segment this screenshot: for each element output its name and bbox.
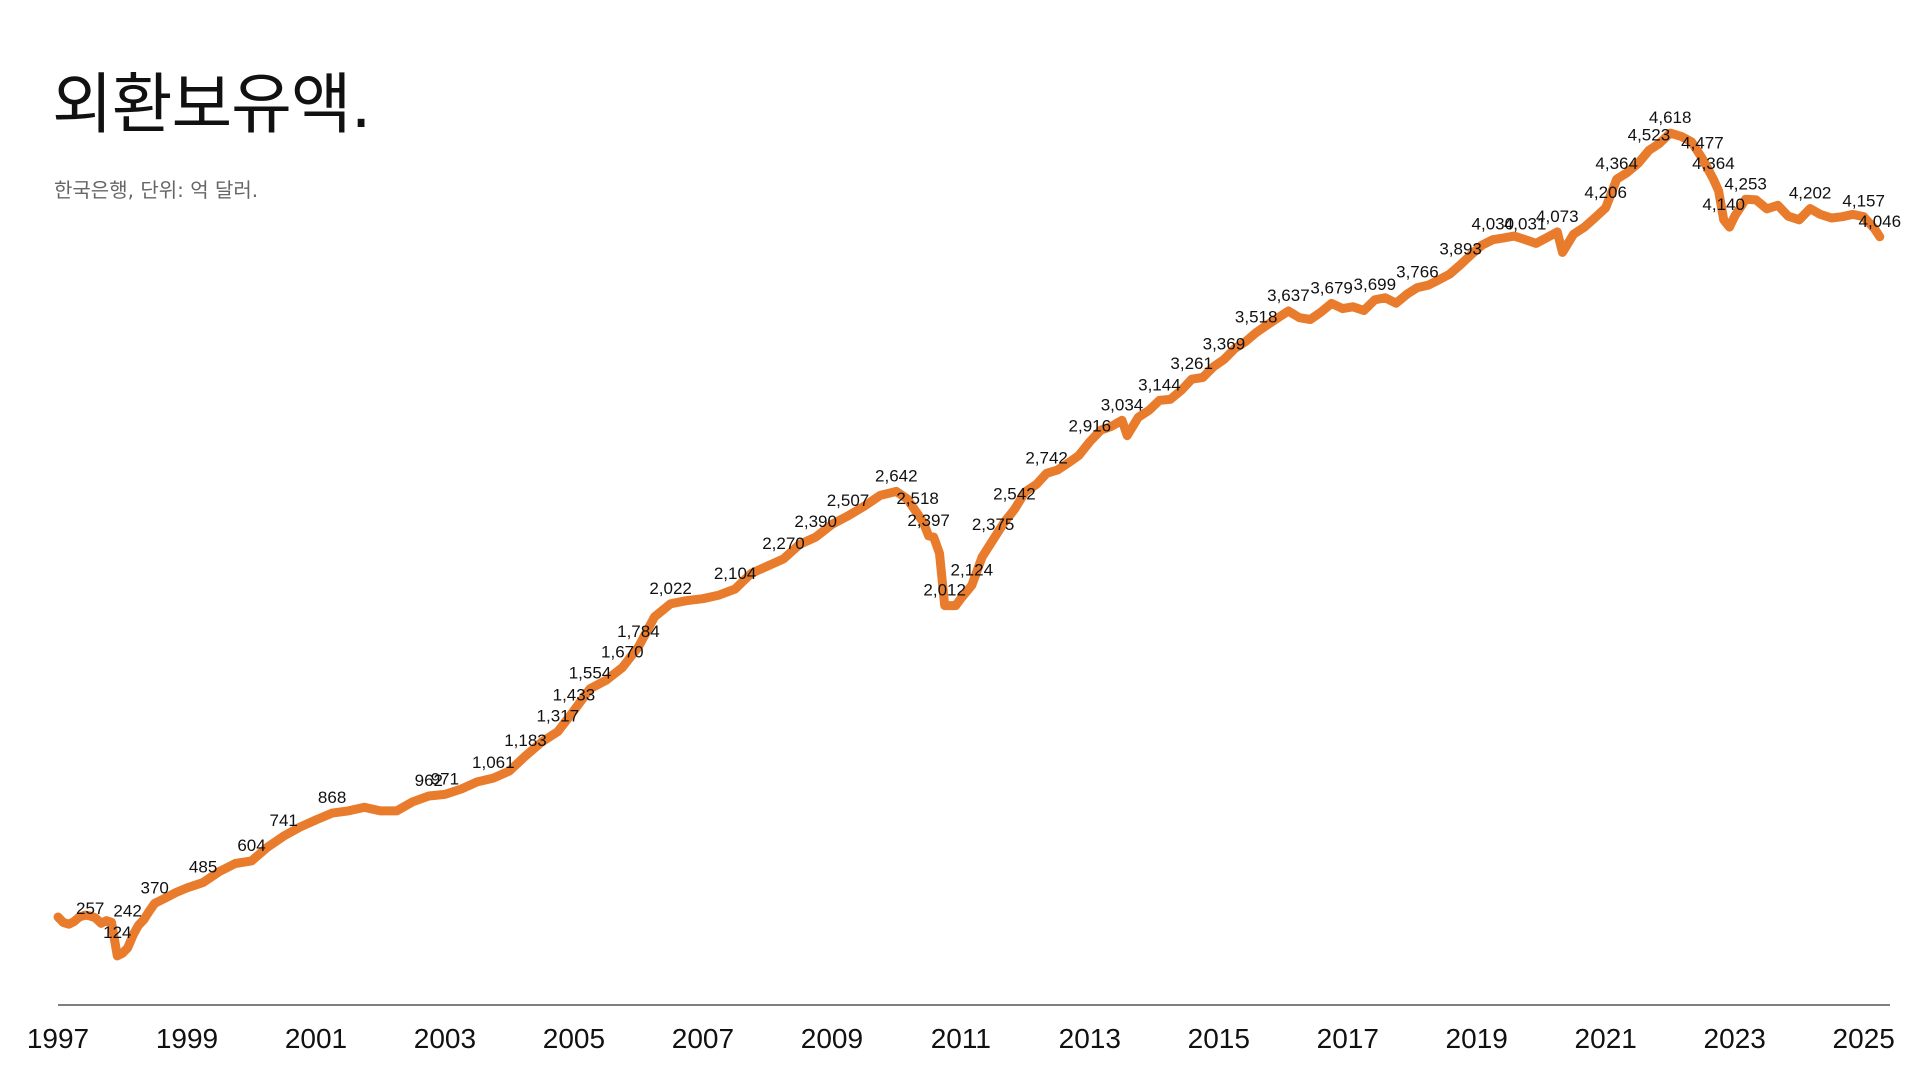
data-label: 4,073 bbox=[1536, 207, 1579, 226]
data-label: 3,518 bbox=[1235, 308, 1278, 327]
data-label: 1,670 bbox=[601, 643, 644, 662]
data-label: 2,397 bbox=[907, 511, 950, 530]
x-tick-label: 2015 bbox=[1188, 1023, 1250, 1054]
x-tick-label: 2011 bbox=[931, 1023, 991, 1054]
data-label: 2,742 bbox=[1025, 448, 1068, 467]
data-label: 2,507 bbox=[827, 491, 870, 510]
data-label: 2,012 bbox=[923, 581, 966, 600]
x-tick-label: 2017 bbox=[1317, 1023, 1379, 1054]
data-label: 3,893 bbox=[1439, 240, 1482, 259]
x-tick-label: 1999 bbox=[156, 1023, 218, 1054]
data-label: 242 bbox=[113, 902, 141, 921]
data-label: 2,390 bbox=[794, 512, 837, 531]
data-label: 1,317 bbox=[537, 707, 580, 726]
data-label: 4,206 bbox=[1584, 183, 1627, 202]
x-tick-label: 2013 bbox=[1059, 1023, 1121, 1054]
data-label: 2,104 bbox=[714, 564, 757, 583]
data-label: 4,030 bbox=[1472, 215, 1515, 234]
data-label: 3,699 bbox=[1354, 275, 1397, 294]
data-label: 2,375 bbox=[972, 515, 1015, 534]
data-label: 868 bbox=[318, 788, 346, 807]
data-label: 4,364 bbox=[1595, 154, 1638, 173]
x-tick-label: 2023 bbox=[1704, 1023, 1766, 1054]
data-label: 3,637 bbox=[1267, 286, 1310, 305]
x-tick-label: 2009 bbox=[801, 1023, 863, 1054]
data-label: 1,183 bbox=[504, 731, 547, 750]
data-label: 1,784 bbox=[617, 622, 660, 641]
x-tick-layer: 1997 1999 2001 2003 2005 2007 2009 2011 2013 2015… bbox=[27, 1023, 1895, 1054]
data-label: 124 bbox=[103, 923, 131, 942]
data-label: 3,144 bbox=[1138, 375, 1181, 394]
data-label: 1,061 bbox=[472, 753, 515, 772]
x-tick-label: 2007 bbox=[672, 1023, 734, 1054]
data-label: 3,766 bbox=[1396, 263, 1439, 282]
x-tick-label: 2003 bbox=[414, 1023, 476, 1054]
data-label: 4,253 bbox=[1724, 174, 1767, 193]
data-label: 3,679 bbox=[1310, 278, 1353, 297]
data-label: 370 bbox=[141, 878, 169, 897]
data-label: 2,642 bbox=[875, 466, 918, 485]
data-label: 3,261 bbox=[1170, 354, 1213, 373]
x-tick-label: 2021 bbox=[1575, 1023, 1637, 1054]
data-label: 2,124 bbox=[951, 560, 994, 579]
chart-title: 외환보유액. bbox=[52, 66, 372, 143]
data-label: 2,022 bbox=[649, 579, 692, 598]
x-tick-label: 2019 bbox=[1446, 1023, 1508, 1054]
series-line-0 bbox=[53, 128, 1885, 961]
data-label: 485 bbox=[189, 858, 217, 877]
data-label: 3,369 bbox=[1203, 335, 1246, 354]
data-label: 4,618 bbox=[1649, 108, 1692, 127]
data-label: 1,433 bbox=[553, 686, 596, 705]
data-label: 2,542 bbox=[993, 485, 1036, 504]
data-label: 2,270 bbox=[762, 534, 805, 553]
data-label: 4,031 bbox=[1504, 215, 1547, 234]
chart-subtitle: 한국은행, 단위: 억 달러. bbox=[54, 178, 259, 202]
data-label: 4,202 bbox=[1789, 184, 1832, 203]
data-label: 4,477 bbox=[1681, 134, 1724, 153]
data-label: 1,554 bbox=[569, 664, 612, 683]
data-label: 962 bbox=[415, 771, 443, 790]
data-label: 2,518 bbox=[896, 489, 939, 508]
x-tick-label: 1997 bbox=[27, 1023, 89, 1054]
data-label: 604 bbox=[237, 836, 265, 855]
data-label: 257 bbox=[76, 899, 104, 918]
data-label: 971 bbox=[431, 769, 459, 788]
data-label: 2,916 bbox=[1069, 417, 1112, 436]
x-tick-label: 2005 bbox=[543, 1023, 605, 1054]
series-layer bbox=[53, 128, 1885, 961]
data-label: 4,364 bbox=[1692, 154, 1735, 173]
data-label: 741 bbox=[270, 811, 298, 830]
data-label: 4,157 bbox=[1842, 192, 1885, 211]
data-label: 3,034 bbox=[1101, 395, 1144, 414]
data-label: 4,140 bbox=[1702, 195, 1745, 214]
data-label: 4,523 bbox=[1628, 125, 1671, 144]
data-label: 4,046 bbox=[1859, 212, 1902, 231]
x-tick-label: 2025 bbox=[1833, 1023, 1895, 1054]
x-tick-label: 2001 bbox=[285, 1023, 347, 1054]
